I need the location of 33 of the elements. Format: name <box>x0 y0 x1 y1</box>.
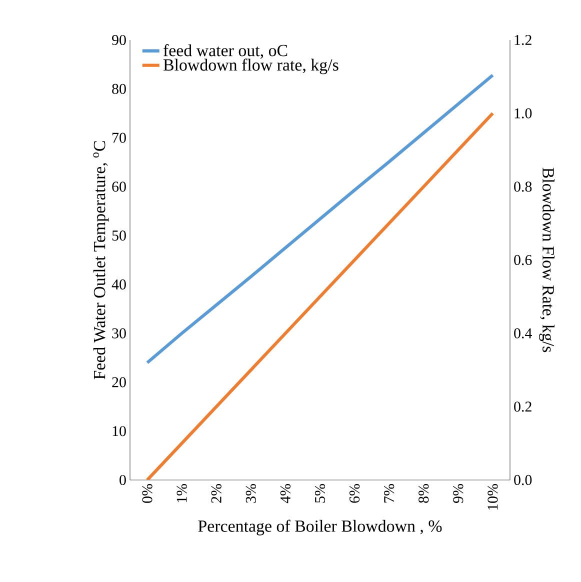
x-tick-label: 2% <box>211 484 222 503</box>
y2-tick-label: 1.2 <box>514 34 532 46</box>
x-tick-label: 8% <box>418 484 429 503</box>
x-tick-label: 1% <box>176 484 187 502</box>
x-axis-title: Percentage of Boiler Blowdown , % <box>198 520 442 536</box>
y-tick-label: 10 <box>112 426 126 436</box>
legend-label: feed water out, oC <box>163 44 288 59</box>
y2-tick-label: 0.8 <box>514 182 532 192</box>
y2-tick-label: 0.2 <box>514 402 532 412</box>
x-tick-label: 9% <box>453 484 464 503</box>
x-tick-label: 5% <box>314 484 326 503</box>
y2-axis-title: Blowdown Flow Rate, kg/s <box>539 168 554 352</box>
y-tick-label: 30 <box>112 328 126 338</box>
x-tick-label: 3% <box>246 484 256 503</box>
y-tick-label: 70 <box>112 132 126 143</box>
y-tick-label: 0 <box>120 474 126 486</box>
y2-tick-label: 0.0 <box>514 474 532 486</box>
x-tick-label: 10% <box>488 484 498 510</box>
y-axis-title: Feed Water Outlet Temperature, $^{o}$C <box>93 141 109 380</box>
x-tick-label: 6% <box>349 484 360 503</box>
y-tick-label: 60 <box>112 182 126 192</box>
x-tick-label: 0% <box>142 484 152 503</box>
y-tick-label: 80 <box>112 84 126 94</box>
y2-tick-label: 1.0 <box>514 108 532 118</box>
x-tick-label: 4% <box>280 484 291 504</box>
y2-tick-label: 0.4 <box>514 328 532 338</box>
y-tick-label: 40 <box>112 279 126 290</box>
y-tick-label: 50 <box>112 230 126 241</box>
x-tick-label: 7% <box>384 484 394 502</box>
y-tick-label: 90 <box>112 34 126 46</box>
legend-label: Blowdown flow rate, kg/s <box>163 58 338 74</box>
y2-tick-label: 0.6 <box>514 254 532 266</box>
y-tick-label: 20 <box>112 377 126 388</box>
